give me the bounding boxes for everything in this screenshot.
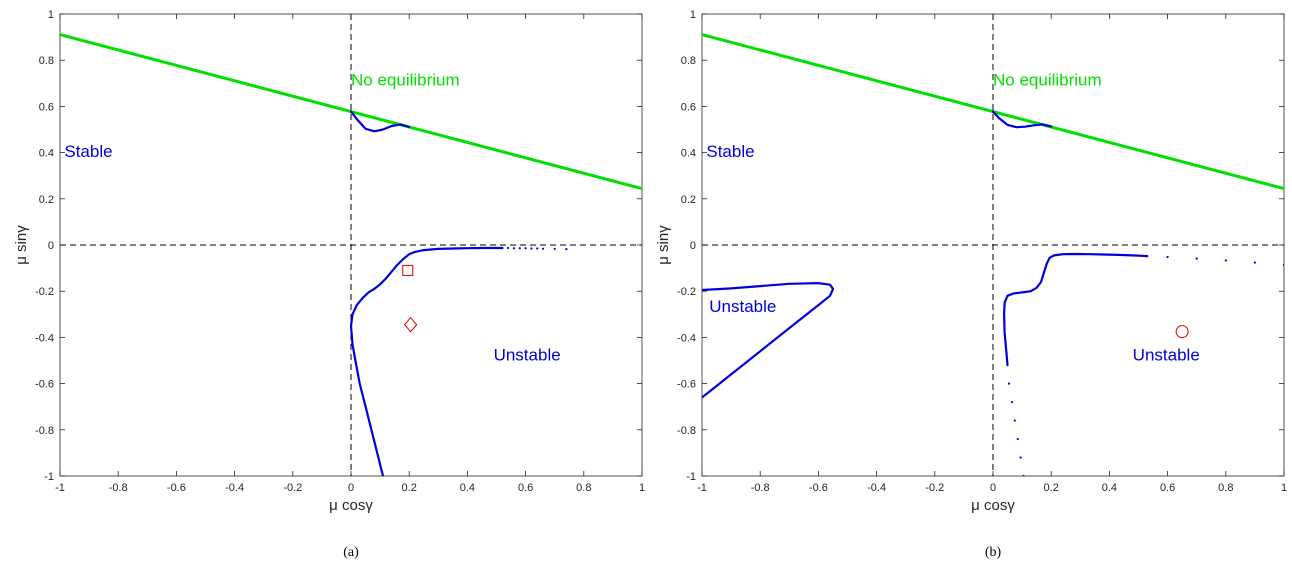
region-label: Unstable <box>709 297 776 316</box>
y-tick-label: 0.6 <box>39 101 54 113</box>
region-label: Unstable <box>494 346 561 365</box>
x-tick-label: -0.6 <box>167 482 186 494</box>
y-tick-label: -0.6 <box>677 379 696 391</box>
y-tick-label: -0.8 <box>677 425 696 437</box>
x-tick-label: 0.4 <box>1102 482 1117 494</box>
stability-boundary-dotted-point <box>541 247 545 250</box>
stability-boundary-dotted-right-point <box>1253 261 1256 264</box>
stability-boundary-dotted-point <box>536 247 539 250</box>
x-tick-label: -0.4 <box>867 482 886 494</box>
y-tick-label: 0 <box>48 240 54 252</box>
y-tick-label: 0.6 <box>681 101 696 113</box>
x-tick-label: 0.6 <box>1160 482 1175 494</box>
stability-boundary-dotted-point <box>512 247 516 250</box>
y-tick-label: -0.4 <box>677 332 696 344</box>
x-tick-label: -0.6 <box>809 482 828 494</box>
x-axis-label: μ cosγ <box>971 497 1015 514</box>
x-tick-label: -1 <box>55 482 65 494</box>
y-tick-label: -0.6 <box>35 379 54 391</box>
stability-boundary-dotted-right-point <box>1166 255 1169 259</box>
stability-boundary-dotted-right-point <box>1224 259 1227 262</box>
region-label: Unstable <box>1133 346 1200 365</box>
x-tick-label: 0.2 <box>402 482 417 494</box>
y-tick-label: -0.2 <box>35 286 54 298</box>
y-tick-label: 1 <box>690 9 696 21</box>
x-tick-label: 0.4 <box>460 482 475 494</box>
region-label: Stable <box>706 142 754 161</box>
panel-caption: (b) <box>985 545 1002 560</box>
y-axis-label: μ sinγ <box>655 225 672 265</box>
stability-boundary-dotted-down-point <box>1013 419 1016 422</box>
stability-boundary-dotted-down-point <box>1010 400 1014 404</box>
stability-boundary-dotted-point <box>507 246 510 250</box>
diamond-marker <box>403 316 418 333</box>
y-tick-label: 0.2 <box>681 194 696 206</box>
x-tick-label: 0 <box>990 482 996 494</box>
square-marker <box>402 264 414 276</box>
plot-content <box>702 14 1284 476</box>
stability-boundary-dotted-point <box>530 247 533 250</box>
circle-marker <box>1175 325 1189 339</box>
x-tick-label: 0.2 <box>1044 482 1059 494</box>
y-tick-label: -0.8 <box>35 425 54 437</box>
stability-boundary-lower-line <box>1003 252 1149 367</box>
y-tick-label: 0.2 <box>39 194 54 206</box>
y-tick-label: 0 <box>690 240 696 252</box>
stability-boundary-dotted-down-point <box>1019 456 1022 459</box>
plot-content <box>60 14 642 476</box>
panel-b: -1 -0.8 -0.6 -0.4 -0.2 0 0.2 0.4 0.6 0.8 1 -1 -0.8 -0… <box>655 9 1287 560</box>
y-tick-label: 0.4 <box>39 148 54 160</box>
x-tick-label: -0.4 <box>225 482 244 494</box>
unstable-tongue-line <box>702 282 835 399</box>
region-label: No equilibrium <box>351 71 460 90</box>
y-tick-label: 0.8 <box>681 55 696 67</box>
stability-boundary-dotted-right-point <box>1146 254 1149 258</box>
stability-boundary-dotted-point <box>524 247 527 250</box>
stability-boundary-dotted-point <box>565 248 568 251</box>
stability-boundary-dotted-point <box>553 247 556 251</box>
y-tick-label: -0.2 <box>677 286 696 298</box>
x-tick-label: 0.6 <box>518 482 533 494</box>
y-tick-label: 0.8 <box>39 55 54 67</box>
y-tick-label: -0.4 <box>35 332 54 344</box>
stability-boundary-dotted-right-point <box>1195 257 1198 260</box>
stability-boundary-dotted-down-point <box>1007 382 1011 385</box>
y-tick-label: 1 <box>48 9 54 21</box>
y-tick-label: -1 <box>44 471 54 483</box>
y-axis-label: μ sinγ <box>13 225 30 265</box>
region-label: No equilibrium <box>993 71 1102 90</box>
x-tick-label: -0.2 <box>925 482 944 494</box>
region-label: Stable <box>64 142 112 161</box>
x-tick-label: 1 <box>639 482 645 494</box>
x-tick-label: 1 <box>1281 482 1287 494</box>
stability-boundary-lower-line <box>349 246 504 476</box>
x-tick-label: -0.8 <box>109 482 128 494</box>
x-tick-label: 0.8 <box>1218 482 1233 494</box>
y-tick-label: 0.4 <box>681 148 696 160</box>
x-tick-label: -1 <box>697 482 707 494</box>
panel-a: -1 -0.8 -0.6 -0.4 -0.2 0 0.2 0.4 0.6 0.8 1 -1 -0.8 -0… <box>13 9 645 560</box>
x-tick-label: -0.2 <box>283 482 302 494</box>
stability-boundary-dotted-point <box>501 246 504 250</box>
stability-boundary-dotted-right-point <box>1282 263 1284 267</box>
stability-boundary-upper-line <box>349 110 411 133</box>
x-axis-label: μ cosγ <box>329 497 373 514</box>
x-tick-label: 0.8 <box>576 482 591 494</box>
panel-caption: (a) <box>343 545 359 560</box>
x-tick-label: 0 <box>348 482 354 494</box>
stability-boundary-dotted-point <box>518 247 521 250</box>
stability-boundary-dotted-down-point <box>1022 474 1025 476</box>
stability-boundary-dotted-down-point <box>1016 437 1019 441</box>
x-tick-label: -0.8 <box>751 482 770 494</box>
y-tick-label: -1 <box>686 471 696 483</box>
stability-boundary-upper-line <box>991 110 1053 129</box>
